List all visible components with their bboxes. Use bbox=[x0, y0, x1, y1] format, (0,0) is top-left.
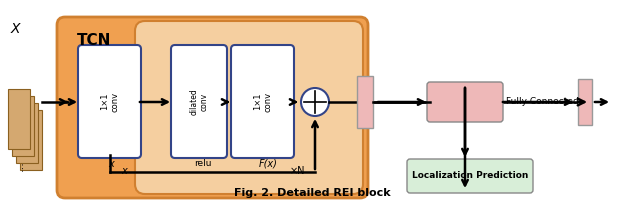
Bar bbox=[357, 76, 373, 128]
Text: x: x bbox=[109, 159, 114, 169]
Text: ...: ... bbox=[15, 161, 25, 171]
Text: relu: relu bbox=[194, 160, 212, 169]
FancyBboxPatch shape bbox=[231, 45, 294, 158]
Text: $X$: $X$ bbox=[10, 22, 22, 36]
Text: Fig. 2. Detailed REI block: Fig. 2. Detailed REI block bbox=[233, 188, 391, 198]
Text: ×N: ×N bbox=[290, 166, 305, 176]
Bar bbox=[16, 103, 38, 163]
FancyBboxPatch shape bbox=[427, 82, 503, 122]
Text: 1×1
conv: 1×1 conv bbox=[100, 91, 119, 112]
FancyBboxPatch shape bbox=[171, 45, 227, 158]
FancyBboxPatch shape bbox=[135, 21, 363, 194]
Bar bbox=[12, 96, 34, 156]
Bar bbox=[8, 89, 30, 149]
Text: Localization Prediction: Localization Prediction bbox=[412, 172, 528, 181]
FancyBboxPatch shape bbox=[57, 17, 368, 198]
Text: dilated
conv: dilated conv bbox=[189, 88, 208, 115]
Bar bbox=[20, 110, 42, 170]
Text: x: x bbox=[122, 166, 127, 176]
FancyBboxPatch shape bbox=[407, 159, 533, 193]
Bar bbox=[578, 79, 592, 125]
Text: F(x): F(x) bbox=[259, 159, 278, 169]
Text: Fully Connected: Fully Connected bbox=[506, 98, 578, 106]
FancyBboxPatch shape bbox=[78, 45, 141, 158]
Text: TCN: TCN bbox=[77, 33, 111, 48]
Circle shape bbox=[301, 88, 329, 116]
Text: 1×1
conv: 1×1 conv bbox=[253, 91, 272, 112]
